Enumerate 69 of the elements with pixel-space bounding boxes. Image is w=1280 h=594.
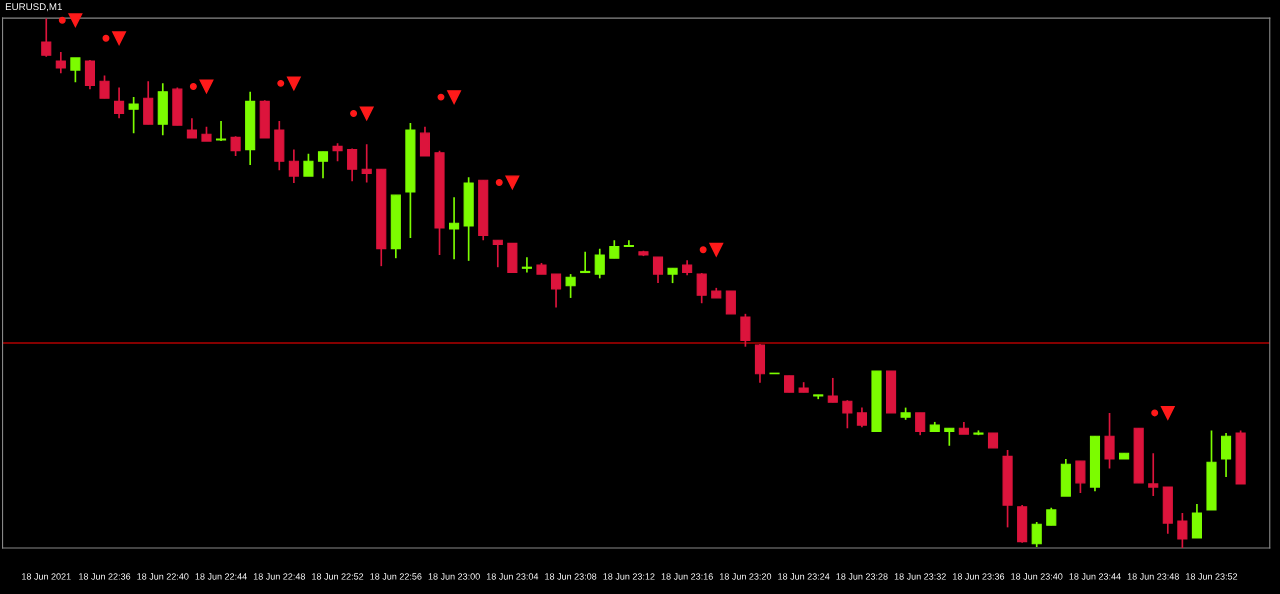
x-tick-label: 18 Jun 23:40	[1011, 573, 1063, 580]
candlestick	[550, 273, 562, 309]
x-tick-label: 18 Jun 23:36	[953, 573, 1005, 580]
x-tick-label: 18 Jun 23:12	[603, 573, 655, 580]
candlestick	[827, 377, 838, 404]
point	[199, 79, 214, 94]
candlestick	[449, 196, 460, 261]
candlestick	[1148, 452, 1159, 497]
candlestick	[725, 290, 736, 315]
x-tick-label: 18 Jun 22:36	[79, 573, 131, 580]
candlestick	[652, 256, 664, 284]
x-tick-label: 18 Jun 23:24	[778, 573, 830, 580]
point	[447, 90, 462, 105]
chart-title: EURUSD,M1	[5, 3, 62, 12]
x-tick-label: 18 Jun 22:44	[195, 573, 247, 580]
candlestick	[915, 412, 926, 437]
candlestick	[361, 143, 372, 184]
x-tick-label: 18 Jun 23:20	[719, 573, 772, 580]
x-tick-label: 18 Jun 23:48	[1127, 573, 1179, 580]
x-tick-label: 18 Jun 23:52	[1186, 573, 1238, 580]
x-tick-label: 18 Jun 23:28	[836, 573, 888, 580]
candlestick	[41, 18, 52, 58]
candlestick	[696, 272, 707, 305]
candlestick	[492, 239, 503, 269]
candlestick	[317, 150, 329, 180]
candlestick	[1075, 460, 1086, 494]
candlestick	[856, 406, 867, 429]
x-tick-label: 18 Jun 23:32	[894, 573, 946, 580]
point	[359, 106, 374, 121]
x-tick-label: 18 Jun 22:40	[137, 573, 189, 580]
candlestick	[186, 117, 197, 139]
candlestick	[944, 427, 955, 447]
candlestick	[230, 135, 241, 157]
x-tick-label: 18 Jun 22:52	[312, 573, 364, 580]
x-tick-label: 18 Jun 23:16	[661, 573, 713, 580]
candlestick	[1177, 512, 1188, 549]
candlestick	[55, 51, 66, 75]
candlestick	[740, 312, 751, 348]
x-tick-label: 18 Jun 23:44	[1069, 573, 1121, 580]
point	[1160, 405, 1175, 420]
candlestick	[1104, 412, 1115, 470]
x-tick-label: 18 Jun 23:04	[486, 573, 539, 580]
x-tick-label: 18 Jun 23:00	[428, 573, 480, 580]
candlestick	[288, 148, 299, 184]
point	[286, 76, 301, 91]
candlestick	[594, 247, 605, 280]
candlestick	[521, 256, 532, 274]
candlestick	[1220, 432, 1232, 478]
candlestick	[623, 239, 634, 248]
candlestick	[99, 74, 110, 100]
candlestick	[609, 239, 620, 260]
candlestick	[332, 142, 343, 163]
point	[112, 31, 127, 46]
candlestick	[1031, 521, 1042, 548]
candlestick	[842, 399, 853, 430]
x-tick-label: 18 Jun 22:56	[370, 573, 422, 580]
candlestick	[114, 86, 125, 120]
x-tick-label: 18 Jun 23:08	[545, 573, 597, 580]
point	[709, 242, 724, 257]
candlestick	[419, 125, 431, 157]
x-tick-label: 18 Jun 22:48	[253, 573, 306, 580]
x-tick-label: 18 Jun 2021	[22, 573, 71, 580]
point	[505, 175, 520, 190]
candlestick	[565, 273, 576, 299]
candlestick	[70, 57, 81, 84]
candlestick	[128, 96, 139, 134]
candlestick	[347, 147, 358, 183]
candlestick	[303, 152, 314, 177]
point	[68, 13, 83, 28]
